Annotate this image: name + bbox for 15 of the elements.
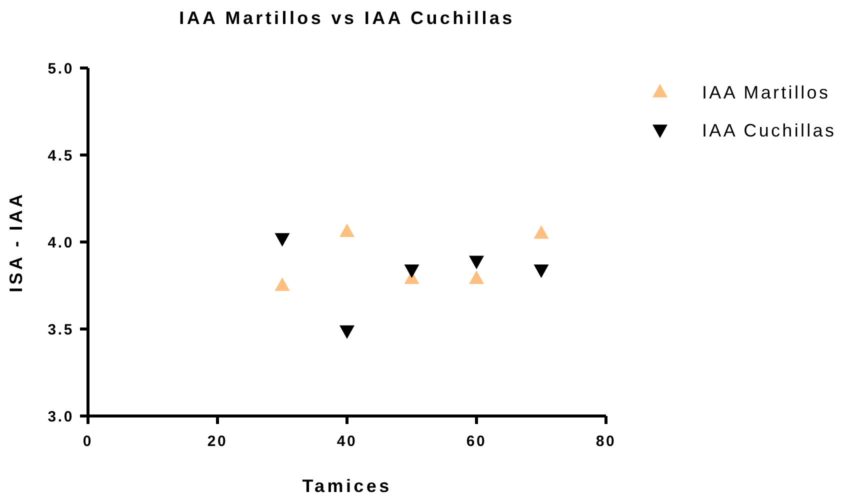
legend-label: IAA Martillos: [702, 82, 830, 102]
x-tick-label: 20: [207, 433, 228, 450]
y-tick-label: 4.5: [48, 147, 74, 164]
legend-label: IAA Cuchillas: [702, 120, 836, 140]
chart-title: IAA Martillos vs IAA Cuchillas: [179, 8, 515, 28]
x-tick-label: 0: [82, 433, 94, 450]
x-axis-title: Tamices: [302, 476, 392, 496]
y-tick-label: 4.0: [48, 234, 74, 252]
y-tick-label: 3.0: [48, 408, 74, 426]
x-tick-label: 80: [596, 433, 616, 450]
y-tick-label: 5.0: [48, 60, 74, 78]
y-tick-label: 3.5: [48, 321, 74, 338]
x-tick-label: 60: [466, 433, 487, 450]
x-tick-label: 40: [336, 433, 358, 450]
y-axis-title: ISA - IAA: [6, 192, 26, 292]
